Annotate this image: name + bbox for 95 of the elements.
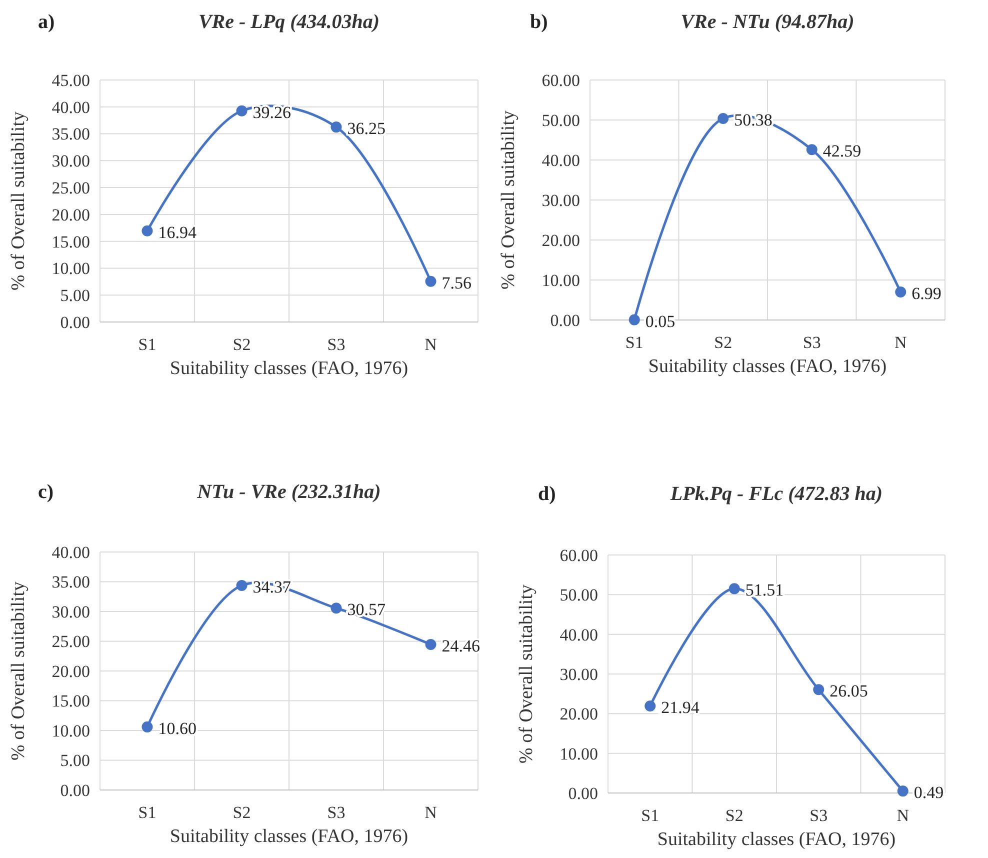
point xyxy=(425,276,436,287)
point xyxy=(806,144,818,156)
x-tick-label: S3 xyxy=(327,335,346,354)
data-label: 0.05 xyxy=(645,312,676,331)
y-tick-label: 40.00 xyxy=(52,542,90,562)
x-tick-label: S2 xyxy=(232,803,251,822)
x-tick-label: S3 xyxy=(802,333,821,352)
data-label: 42.59 xyxy=(822,142,862,161)
y-tick-label: 30.00 xyxy=(52,152,90,171)
y-tick-label: 0.00 xyxy=(550,310,580,330)
y-tick-label: 40.00 xyxy=(560,625,598,644)
y-tick-label: 40.00 xyxy=(542,150,580,170)
x-tick-label: S1 xyxy=(625,333,644,352)
text: c) xyxy=(38,481,54,503)
x-tick-label: S2 xyxy=(714,333,732,352)
x-tick-label: N xyxy=(896,806,910,825)
y-tick-label: 15.00 xyxy=(52,232,90,252)
x-axis-title: Suitability classes (FAO, 1976) xyxy=(170,826,408,847)
chart-title: VRe - LPq (434.03ha) xyxy=(198,11,380,33)
x-tick-label: S2 xyxy=(725,806,744,825)
y-tick-label: 20.00 xyxy=(542,230,580,250)
y-tick-label: 50.00 xyxy=(560,586,598,605)
point xyxy=(628,314,640,326)
y-tick-label: 5.00 xyxy=(60,751,90,770)
y-tick-label: 30.00 xyxy=(560,664,598,684)
point xyxy=(813,684,824,696)
y-axis-title: % of Overall suitability xyxy=(498,110,519,290)
y-tick-label: 25.00 xyxy=(52,632,90,652)
y-tick-label: 35.00 xyxy=(52,124,90,144)
data-label: 16.94 xyxy=(158,222,197,242)
y-tick-label: 30.00 xyxy=(52,602,90,622)
x-tick-label: S1 xyxy=(641,806,660,825)
data-label: 21.94 xyxy=(661,698,700,717)
data-label: 26.05 xyxy=(830,682,868,701)
x-tick-label: N xyxy=(424,335,437,354)
y-tick-label: 0.00 xyxy=(60,312,90,332)
y-tick-label: 0.00 xyxy=(568,784,598,803)
point xyxy=(142,225,153,236)
text: d) xyxy=(538,483,556,505)
y-axis-title: % of Overall suitability xyxy=(8,111,29,290)
y-tick-label: 60.00 xyxy=(542,70,580,90)
point xyxy=(330,602,342,614)
point xyxy=(425,638,436,650)
y-tick-label: 35.00 xyxy=(52,572,90,592)
y-tick-label: 20.00 xyxy=(52,662,90,681)
data-label: 30.57 xyxy=(347,600,386,620)
chart-title: VRe - NTu (94.87ha) xyxy=(680,11,854,33)
data-label: 0.49 xyxy=(914,783,944,802)
point xyxy=(236,105,248,116)
y-tick-label: 25.00 xyxy=(52,178,90,198)
y-tick-label: 60.00 xyxy=(560,546,598,565)
y-tick-label: 10.00 xyxy=(52,721,90,740)
point xyxy=(644,700,656,712)
data-label: 36.25 xyxy=(347,119,386,138)
x-tick-label: N xyxy=(894,333,907,352)
data-label: 7.56 xyxy=(442,273,472,292)
y-tick-label: 10.00 xyxy=(52,259,90,278)
x-tick-label: N xyxy=(424,803,437,822)
point xyxy=(142,721,153,732)
x-tick-label: S3 xyxy=(810,806,828,825)
x-tick-label: S1 xyxy=(138,803,156,822)
y-tick-label: 40.00 xyxy=(52,98,90,117)
y-axis-title: % of Overall suitability xyxy=(8,581,29,760)
point xyxy=(728,583,740,594)
point xyxy=(895,286,906,298)
y-tick-label: 20.00 xyxy=(560,704,598,724)
data-label: 51.51 xyxy=(745,580,784,600)
x-axis-title: Suitability classes (FAO, 1976) xyxy=(648,356,887,377)
chart-title: LPk.Pq - FLc (472.83 ha) xyxy=(669,483,883,505)
y-axis-title: % of Overall suitability xyxy=(516,584,537,764)
point xyxy=(330,122,342,133)
x-axis-title: Suitability classes (FAO, 1976) xyxy=(657,829,896,850)
text: b) xyxy=(530,11,548,33)
y-tick-label: 10.00 xyxy=(560,744,598,764)
x-tick-label: S1 xyxy=(138,335,156,354)
chart-title: NTu - VRe (232.31ha) xyxy=(196,481,381,503)
point xyxy=(718,112,729,124)
y-tick-label: 45.00 xyxy=(52,70,90,90)
point xyxy=(236,580,248,591)
text: a) xyxy=(38,11,55,33)
data-label: 24.46 xyxy=(442,636,480,656)
y-tick-label: 50.00 xyxy=(542,110,580,130)
point xyxy=(897,786,908,797)
data-label: 6.99 xyxy=(912,284,942,304)
data-label: 39.26 xyxy=(252,102,291,122)
y-tick-label: 30.00 xyxy=(542,190,580,210)
x-tick-label: S3 xyxy=(327,803,346,822)
data-label: 10.60 xyxy=(158,718,196,738)
x-tick-label: S2 xyxy=(232,335,251,354)
y-tick-label: 0.00 xyxy=(60,780,90,800)
y-tick-label: 5.00 xyxy=(60,286,90,306)
y-tick-label: 15.00 xyxy=(52,692,90,711)
y-tick-label: 10.00 xyxy=(542,270,580,290)
x-axis-title: Suitability classes (FAO, 1976) xyxy=(170,358,408,379)
y-tick-label: 20.00 xyxy=(52,205,90,224)
